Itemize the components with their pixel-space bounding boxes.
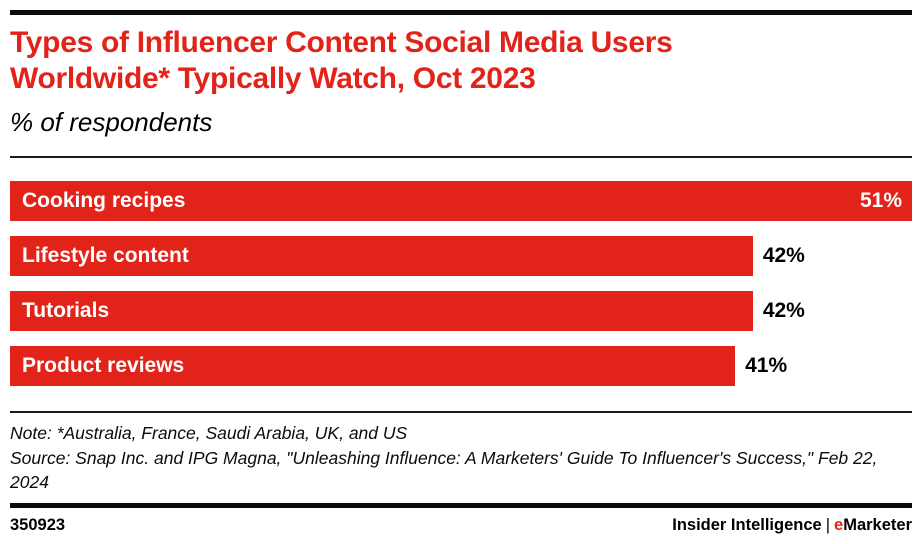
bar-value: 42% [762, 244, 805, 267]
footer: 350923 Insider Intelligence | eMarketer [10, 516, 912, 535]
page-title: Types of Influencer Content Social Media… [10, 25, 912, 97]
header-divider [10, 156, 912, 158]
bar-row: Product reviews 41% [10, 346, 912, 386]
bar: Cooking recipes 51% [10, 181, 912, 221]
footnotes: Note: *Australia, France, Saudi Arabia, … [10, 421, 912, 495]
bar-row: Tutorials 42% [10, 291, 912, 331]
bar-value: 41% [745, 354, 788, 377]
footnote-divider [10, 411, 912, 413]
bar-label: Tutorials [22, 299, 110, 322]
brand-emarketer-accent: e [834, 515, 844, 534]
bottom-rule [10, 502, 912, 508]
bar-label: Cooking recipes [22, 189, 186, 212]
bar-label: Product reviews [22, 354, 185, 377]
brand-logotype: Insider Intelligence | eMarketer [672, 516, 912, 535]
source-text: Source: Snap Inc. and IPG Magna, "Unleas… [10, 447, 878, 493]
bar: Lifestyle content [10, 236, 753, 276]
bar-row: Cooking recipes 51% [10, 181, 912, 221]
page-title-line2: Worldwide* Typically Watch, Oct 2023 [10, 62, 536, 95]
top-rule [10, 10, 912, 15]
brand-insider-intelligence: Insider Intelligence [672, 515, 822, 534]
bar-chart: Cooking recipes 51% Lifestyle content 42% Tu… [10, 181, 912, 386]
note-text: Note: *Australia, France, Saudi Arabia, … [10, 423, 408, 443]
brand-emarketer-rest: Marketer [843, 515, 912, 534]
chart-id: 350923 [10, 515, 66, 534]
bar: Product reviews [10, 346, 736, 386]
bar: Tutorials [10, 291, 753, 331]
chart-subtitle: % of respondents [10, 107, 213, 137]
bar-row: Lifestyle content 42% [10, 236, 912, 276]
bar-label: Lifestyle content [22, 244, 189, 267]
brand-separator: | [825, 515, 831, 534]
bar-value: 42% [762, 299, 805, 322]
page-title-line1: Types of Influencer Content Social Media… [10, 26, 673, 59]
bar-value: 51% [859, 189, 902, 212]
